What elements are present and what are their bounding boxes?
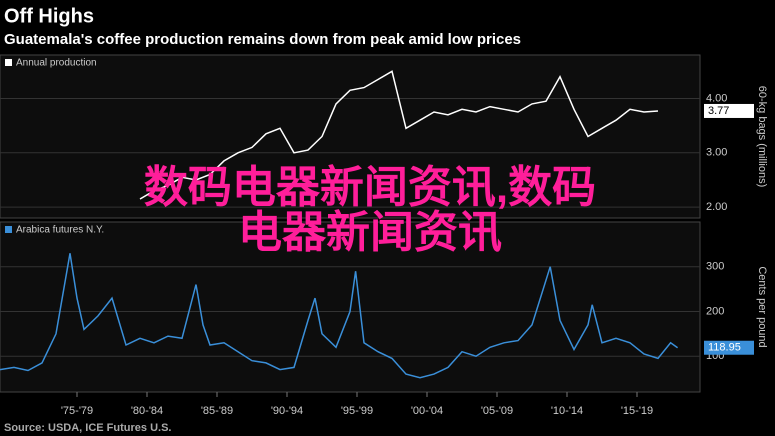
y-tick-label: 2.00 — [706, 201, 727, 213]
last-value-box — [704, 340, 754, 355]
last-value-label: 118.95 — [708, 342, 741, 354]
last-value-box — [704, 103, 754, 118]
x-tick-label: '80-'84 — [131, 405, 163, 417]
x-tick-label: '05-'09 — [481, 405, 513, 417]
y-axis-label: 60-kg bags (millions) — [756, 86, 768, 187]
plot-area — [0, 54, 701, 219]
data-line — [0, 253, 679, 379]
x-tick-label: '95-'99 — [341, 405, 373, 417]
x-tick-label: '15-'19 — [621, 405, 653, 417]
legend-label: Arabica futures N.Y. — [16, 225, 104, 236]
y-tick-label: 3.00 — [706, 147, 727, 159]
x-tick-label: '00-'04 — [411, 405, 443, 417]
data-line — [139, 70, 659, 200]
legend-swatch — [5, 226, 12, 233]
source: Source: USDA, ICE Futures U.S. — [4, 422, 171, 434]
legend-swatch — [5, 59, 12, 66]
y-tick-label: 4.00 — [706, 92, 727, 104]
x-tick-label: '10-'14 — [551, 405, 583, 417]
x-tick-label: '85-'89 — [201, 405, 233, 417]
y-axis-label: Cents per pound — [756, 266, 768, 347]
x-tick-label: '75-'79 — [61, 405, 93, 417]
legend-label: Annual production — [16, 58, 97, 69]
x-tick-label: '90-'94 — [271, 405, 303, 417]
y-tick-label: 300 — [706, 261, 724, 273]
y-tick-label: 200 — [706, 305, 724, 317]
watermark: 数码电器新闻资讯,数码电器新闻资讯 — [144, 163, 596, 257]
chart-subtitle: Guatemala's coffee production remains do… — [4, 31, 521, 48]
last-value-label: 3.77 — [708, 105, 729, 117]
chart-title: Off Highs — [4, 5, 94, 27]
plots: 2.00 3.00 4.00 60-kg bags (millions) Annual … — [0, 54, 768, 417]
